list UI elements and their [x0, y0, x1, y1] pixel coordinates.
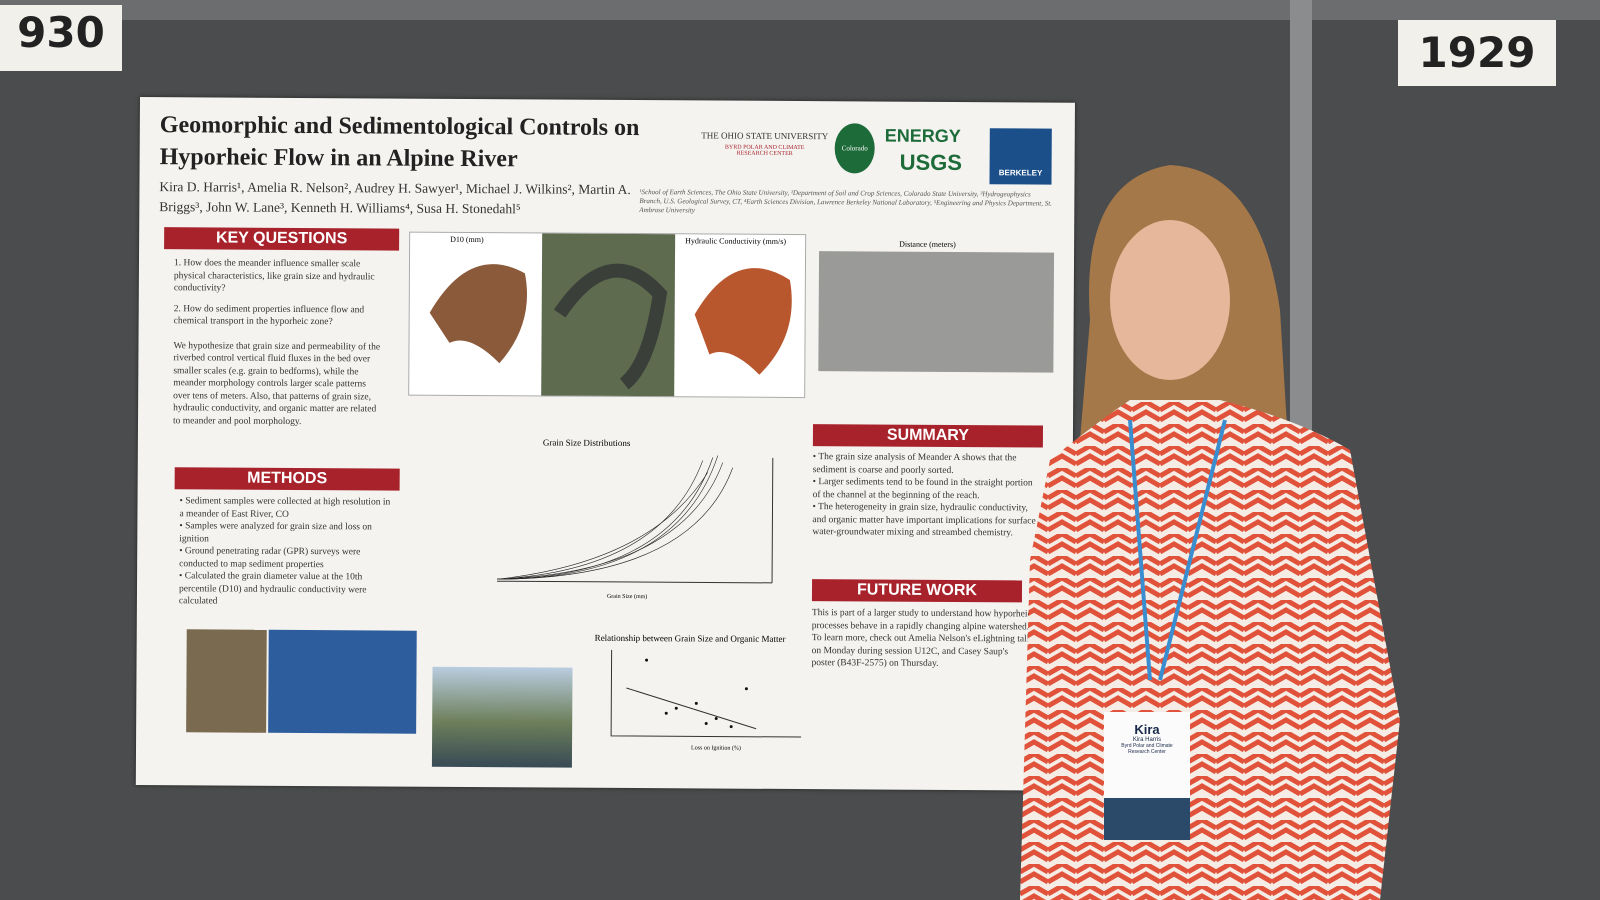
board-frame [0, 0, 1600, 20]
photo-samples [268, 629, 417, 734]
figure-title: Relationship between Grain Size and Orga… [594, 632, 786, 644]
poster: Geomorphic and Sedimentological Controls… [135, 97, 1075, 791]
axes [610, 649, 802, 738]
points [645, 658, 748, 729]
question: 2. How do sediment properties influence … [173, 303, 365, 328]
face [1110, 220, 1230, 380]
axis-label: Grain Size (mm) [606, 593, 648, 601]
logo: BYRD POLAR AND CLIMATE RESEARCH CENTER [724, 144, 805, 157]
map-figure: D10 (mm) Hydraulic Conductivity (mm/s) [408, 231, 807, 399]
river [553, 263, 668, 390]
badge-full-name: Kira Harris [1132, 737, 1162, 743]
method: • Sediment samples were collected at hig… [179, 496, 391, 520]
authors: Kira D. Harris¹, Amelia R. Nelson², Audr… [159, 179, 631, 217]
gpr-image [818, 251, 1055, 373]
logo: THE OHIO STATE UNIVERSITY [701, 130, 829, 142]
photo-lab [186, 629, 267, 733]
figure-title: Distance (meters) [899, 239, 956, 249]
figure-title: Grain Size Distributions [542, 437, 631, 449]
section-heading: METHODS [174, 467, 400, 491]
figure-title: Hydraulic Conductivity (mm/s) [685, 236, 787, 246]
methods: • Sediment samples were collected at hig… [179, 495, 395, 609]
poster-title: Geomorphic and Sedimentological Controls… [159, 112, 640, 173]
meander [694, 268, 792, 375]
method: • Samples were analyzed for grain size a… [179, 521, 372, 544]
figure-title: D10 (mm) [450, 234, 484, 245]
method: • Ground penetrating radar (GPR) surveys… [179, 546, 361, 570]
section-heading: KEY QUESTIONS [164, 227, 400, 251]
organic-plot [610, 649, 802, 738]
hypothesis: We hypothesize that grain size and perme… [172, 340, 381, 427]
axes [497, 457, 774, 584]
question: 1. How does the meander influence smalle… [173, 258, 375, 294]
board-number: 1929 [1398, 20, 1556, 86]
photo-river [431, 666, 573, 768]
badge-name: Kira [1134, 722, 1160, 737]
key-questions: 1. How does the meander influence smalle… [173, 257, 384, 428]
summary-item: • The grain size analysis of Meander A s… [812, 452, 1017, 476]
badge-affiliation: Byrd Polar and Climate Research Center [1121, 743, 1173, 755]
axis-label: Loss on Ignition (%) [691, 745, 741, 752]
summary: • The grain size analysis of Meander A s… [812, 451, 1038, 540]
person [1020, 165, 1400, 900]
summary-item: • Larger sediments tend to be found in t… [812, 477, 1033, 501]
trend-line [626, 687, 757, 730]
curves [497, 455, 734, 580]
badge-banner [1104, 798, 1190, 840]
board-number: 930 [0, 5, 122, 71]
lanyard [1128, 419, 1227, 681]
name-badge: Kira Kira Harris Byrd Polar and Climate … [1104, 712, 1190, 840]
future-work: This is part of a larger study to unders… [811, 608, 1032, 669]
section-heading: SUMMARY [812, 424, 1044, 448]
logo: USGS [899, 149, 963, 176]
map-drawing [429, 263, 792, 390]
meander [429, 264, 527, 364]
method: • Calculated the grain diameter value at… [178, 571, 367, 607]
logo: Colorado State [834, 123, 875, 202]
logo: ENERGY [884, 125, 961, 147]
section-heading: FUTURE WORK [811, 579, 1023, 603]
summary-item: • The heterogeneity in grain size, hydra… [812, 502, 1036, 539]
grain-size-plot [497, 455, 774, 584]
